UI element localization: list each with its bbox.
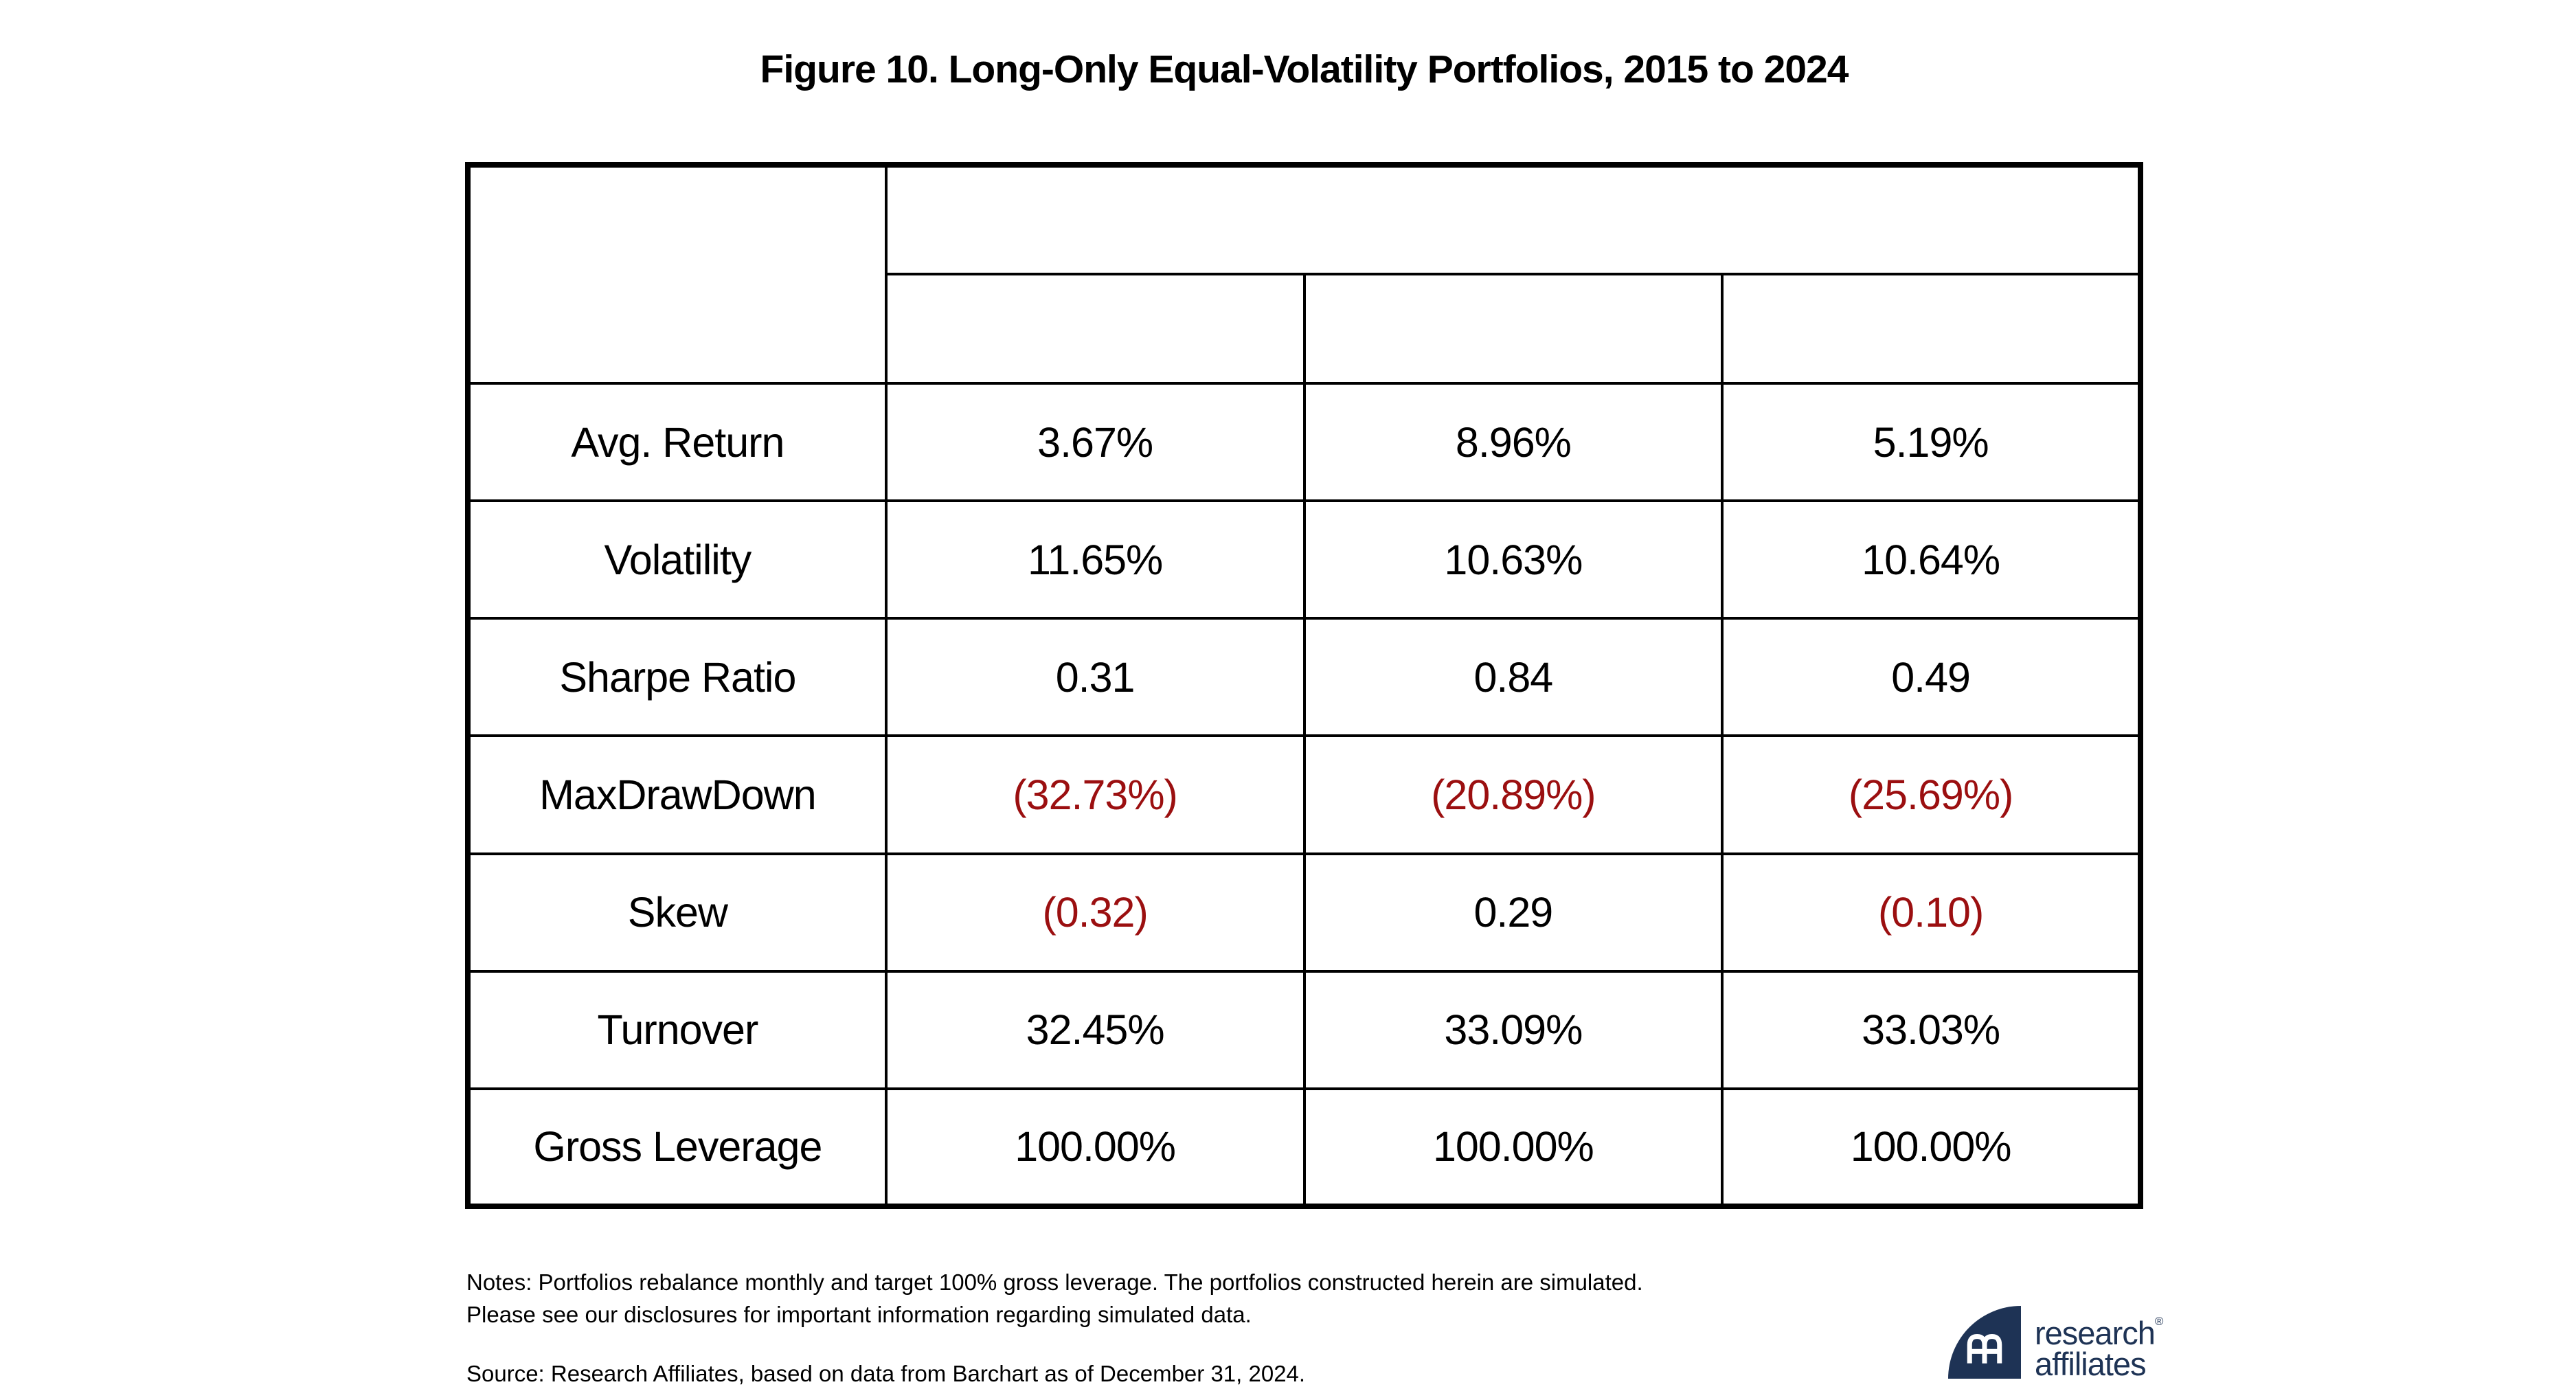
value-cell-negative: (0.10): [1721, 852, 2142, 973]
value-cell: 33.03%: [1721, 969, 2142, 1090]
value-cell: 10.63%: [1302, 499, 1724, 620]
logo-affiliates-text: affiliates: [2035, 1346, 2147, 1382]
logo-research-text: research: [2035, 1315, 2156, 1351]
table-row-gross-leverage: Gross Leverage 100.00% 100.00% 100.00%: [466, 1087, 2142, 1208]
value-cell-negative: (0.32): [884, 852, 1306, 973]
value-cell: 5.19%: [1721, 382, 2142, 503]
value-cell: 10.64%: [1721, 499, 2142, 620]
table-row-avg-return: Avg. Return 3.67% 8.96% 5.19%: [466, 382, 2142, 503]
table-row-volatility: Volatility 11.65% 10.63% 10.64%: [466, 499, 2142, 620]
value-cell: 0.84: [1302, 617, 1724, 738]
row-label: Turnover: [466, 969, 888, 1090]
table-row-turnover: Turnover 32.45% 33.09% 33.03%: [466, 969, 2142, 1090]
value-cell: 100.00%: [1302, 1087, 1724, 1208]
table-row-maxdrawdown: MaxDrawDown (32.73%) (20.89%) (25.69%): [466, 734, 2142, 855]
notes-line-2: Please see our disclosures for important…: [466, 1302, 1252, 1327]
value-cell: 100.00%: [884, 1087, 1306, 1208]
source-text: Source: Research Affiliates, based on da…: [466, 1361, 1306, 1386]
value-cell: 3.67%: [884, 382, 1306, 503]
column-header-row: Liquid PLUS Combined: [468, 273, 2142, 385]
table-row-skew: Skew (0.32) 0.29 (0.10): [466, 852, 2142, 973]
row-label: MaxDrawDown: [466, 734, 888, 855]
corner-cell: [466, 163, 888, 385]
row-label: Sharpe Ratio: [466, 617, 888, 738]
value-cell: 33.09%: [1302, 969, 1724, 1090]
row-label: Volatility: [466, 499, 888, 620]
row-label: Avg. Return: [466, 382, 888, 503]
value-cell-negative: (32.73%): [884, 734, 1306, 855]
figure-title: Figure 10. Long-Only Equal-Volatility Po…: [760, 47, 1849, 91]
column-header-plus: PLUS: [1302, 273, 1724, 385]
notes-line-1: Notes: Portfolios rebalance monthly and …: [466, 1269, 1643, 1295]
value-cell: 0.31: [884, 617, 1306, 738]
row-label: Skew: [466, 852, 888, 973]
value-cell: 8.96%: [1302, 382, 1724, 503]
ra-monogram-icon: [1948, 1306, 2021, 1379]
value-cell: 11.65%: [884, 499, 1306, 620]
row-label: Gross Leverage: [466, 1087, 888, 1208]
logo-wordmark: research® affiliates: [2035, 1306, 2164, 1382]
value-cell: 0.29: [1302, 852, 1724, 973]
stats-table: Long Only Equal-Vol Portfolio Liquid PLU…: [465, 162, 2143, 1209]
column-header-combined: Combined: [1721, 273, 2142, 385]
value-cell: 32.45%: [884, 969, 1306, 1090]
notes-text: Notes: Portfolios rebalance monthly and …: [466, 1266, 1643, 1331]
value-cell: 0.49: [1721, 617, 2142, 738]
group-header-row: Long Only Equal-Vol Portfolio: [466, 163, 2143, 385]
registered-mark: ®: [2154, 1315, 2164, 1328]
value-cell-negative: (25.69%): [1721, 734, 2142, 855]
group-header-cell: Long Only Equal-Vol Portfolio: [884, 163, 2143, 276]
ra-logo: research® affiliates: [1948, 1306, 2164, 1382]
value-cell: 100.00%: [1721, 1087, 2142, 1208]
value-cell-negative: (20.89%): [1302, 734, 1724, 855]
column-header-liquid: Liquid: [884, 273, 1306, 385]
table-row-sharpe-ratio: Sharpe Ratio 0.31 0.84 0.49: [466, 617, 2142, 738]
